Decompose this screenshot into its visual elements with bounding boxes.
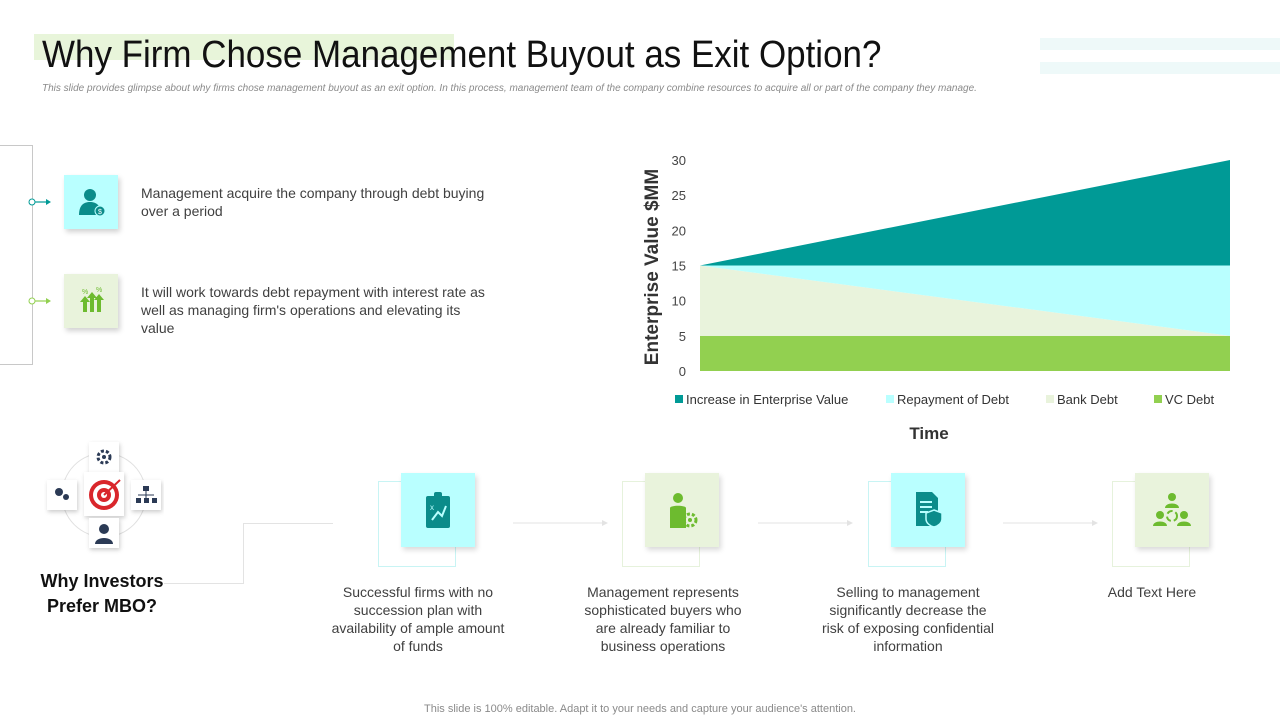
reason-text: Add Text Here <box>1107 584 1197 600</box>
legend-label: Increase in Enterprise Value <box>686 392 848 407</box>
team-cycle-icon <box>1135 473 1209 547</box>
y-tick-label: 5 <box>679 329 686 344</box>
point-text: Management acquire the company through d… <box>141 185 485 219</box>
y-tick-label: 30 <box>672 153 686 168</box>
legend-swatch <box>675 395 683 403</box>
legend-label: Repayment of Debt <box>897 392 1009 407</box>
title-accent <box>34 34 454 60</box>
worker-icon <box>89 518 119 548</box>
y-tick-label: 20 <box>672 223 686 238</box>
svg-text:$: $ <box>98 209 102 216</box>
legend-swatch <box>1154 395 1162 403</box>
enterprise-value-chart: 0 5 10 15 20 25 30 Enterprise Value $MM Increa… <box>642 153 1230 443</box>
chart-y-axis-label: Enterprise Value $MM <box>642 169 663 365</box>
person-gear-icon <box>645 473 719 547</box>
connector-line <box>243 523 244 584</box>
growth-arrows-icon: % % <box>64 274 118 328</box>
page-subtitle: This slide provides glimpse about why fi… <box>42 83 977 94</box>
page-title: Why Firm Chose Management Buyout as Exit… <box>42 34 882 76</box>
pointer-arrow-icon <box>28 297 51 305</box>
chart-x-axis-label: Time <box>909 424 948 443</box>
y-tick-label: 15 <box>672 259 686 274</box>
corner-decoration <box>1040 38 1280 50</box>
team-gear-icon <box>47 480 77 510</box>
clipboard-strategy-icon: x <box>401 473 475 547</box>
reason-text: Selling to management significantly decr… <box>822 584 994 654</box>
connector-line <box>164 583 244 584</box>
legend-swatch <box>886 395 894 403</box>
svg-text:%: % <box>82 289 88 296</box>
area-increase-in-enterprise-value <box>700 160 1230 266</box>
flow-arrow-icon <box>758 520 853 526</box>
footer-note: This slide is 100% editable. Adapt it to… <box>424 703 856 715</box>
legend-item: Bank Debt <box>1046 392 1118 407</box>
flow-arrow-icon <box>513 520 608 526</box>
hub-title: Why Investors Prefer MBO? <box>40 571 164 616</box>
reason-text: Management represents sophisticated buye… <box>584 584 742 654</box>
gear-icon <box>89 442 119 472</box>
reason-text: Successful firms with no succession plan… <box>331 584 505 654</box>
svg-text:x: x <box>430 503 434 512</box>
corner-decoration <box>1040 62 1280 74</box>
legend-label: VC Debt <box>1165 392 1215 407</box>
legend-swatch <box>1046 395 1054 403</box>
y-tick-label: 0 <box>679 364 686 379</box>
investor-hub-graphic <box>47 442 161 548</box>
legend-label: Bank Debt <box>1057 392 1118 407</box>
legend-item: Increase in Enterprise Value <box>675 392 848 407</box>
connector-line <box>243 523 333 524</box>
org-chart-icon <box>131 480 161 510</box>
svg-text:%: % <box>96 287 102 294</box>
legend-item: Repayment of Debt <box>886 392 1009 407</box>
target-icon <box>84 472 124 516</box>
y-tick-label: 10 <box>672 294 686 309</box>
area-bank-debt <box>700 265 1230 336</box>
point-text: It will work towards debt repayment with… <box>141 284 485 336</box>
manager-dollar-icon: $ <box>64 175 118 229</box>
document-shield-icon <box>891 473 965 547</box>
y-tick-label: 25 <box>672 188 686 203</box>
points-bracket <box>0 145 33 365</box>
pointer-arrow-icon <box>28 198 51 206</box>
area-vc-debt <box>700 335 1230 371</box>
flow-arrow-icon <box>1003 520 1098 526</box>
legend-item: VC Debt <box>1154 392 1215 407</box>
